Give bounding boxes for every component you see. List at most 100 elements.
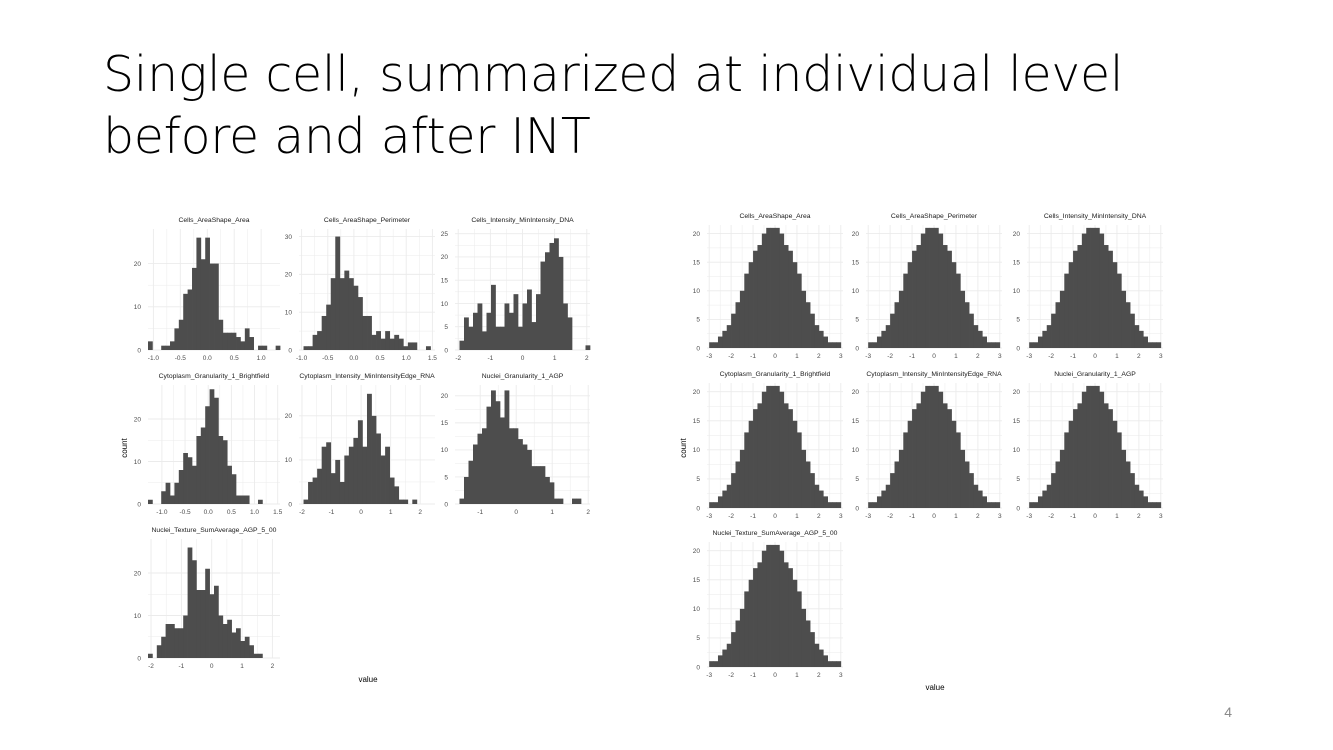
histogram-bar	[823, 336, 828, 348]
histogram-bar	[1033, 342, 1039, 348]
histogram-bar	[818, 490, 824, 508]
y-tick-label: 0	[137, 347, 141, 354]
slide-title-line-2: before and after INT	[103, 108, 591, 165]
histogram-bar	[770, 227, 776, 348]
histogram-bar	[779, 391, 785, 508]
histogram-bar	[348, 446, 354, 504]
facet-title: Nuclei_Granularity_1_AGP	[1054, 371, 1136, 378]
histogram-bar	[339, 481, 345, 504]
histogram-bar	[258, 653, 263, 658]
histogram-bar	[222, 332, 228, 350]
histogram-bar	[326, 304, 332, 350]
histogram-bar	[218, 615, 224, 658]
histogram-bar	[183, 615, 188, 658]
histogram-bar	[722, 490, 728, 508]
histogram-bar	[986, 342, 992, 348]
histogram-bar	[156, 645, 162, 658]
y-tick-label: 0	[1016, 505, 1020, 512]
x-tick-label: -1.0	[148, 355, 160, 362]
x-tick-label: -1	[750, 672, 756, 679]
histogram-bar	[836, 342, 842, 348]
slide-title: Single cell, summarized at individual le…	[103, 44, 1253, 168]
histogram-bar	[766, 544, 771, 667]
histogram-bar	[739, 290, 745, 348]
histogram-bar	[321, 315, 327, 350]
histogram-bar	[796, 273, 802, 348]
x-tick-label: -1.0	[156, 509, 168, 516]
histogram-bar	[766, 385, 771, 508]
histogram-bar	[165, 482, 171, 504]
y-tick-label: 0	[137, 655, 141, 662]
histogram-bar	[894, 302, 900, 348]
histogram-bar	[960, 290, 966, 348]
x-tick-label: -0.5	[179, 509, 191, 516]
histogram-bar	[572, 498, 577, 504]
histogram-bar	[1051, 313, 1056, 348]
histogram-bar	[531, 466, 537, 504]
x-tick-label: 0	[210, 663, 214, 670]
y-tick-label: 0	[288, 501, 292, 508]
histogram-bar	[187, 457, 193, 504]
histogram-bar	[174, 328, 180, 350]
histogram-bar	[1077, 245, 1083, 348]
y-tick-label: 20	[693, 231, 701, 238]
y-tick-label: 5	[696, 317, 700, 324]
y-tick-label: 0	[696, 345, 700, 352]
histogram-bar	[1152, 342, 1157, 348]
x-tick-label: -2	[887, 353, 893, 360]
histogram-bar	[744, 432, 750, 508]
histogram-bar	[398, 499, 404, 504]
histogram-bar	[339, 278, 345, 350]
x-tick-label: 0	[773, 672, 777, 679]
histogram-bar	[398, 338, 404, 350]
histogram-bar	[227, 465, 232, 504]
histogram-bar	[885, 325, 891, 348]
histogram-bar	[770, 385, 776, 508]
histogram-bar	[209, 389, 215, 504]
histogram-bar	[518, 326, 523, 350]
histogram-bar	[894, 461, 900, 508]
histogram-bar	[545, 476, 550, 504]
histogram-bar	[1147, 502, 1153, 508]
histogram-bar	[982, 496, 987, 508]
x-tick-label: -3	[1026, 353, 1032, 360]
x-tick-label: 0	[359, 509, 363, 516]
histogram-bar	[231, 332, 237, 350]
histogram-bar	[371, 415, 377, 504]
histogram-bar	[810, 632, 815, 667]
histogram-bar	[977, 330, 983, 348]
histogram-bar	[827, 502, 833, 508]
x-tick-label: 3	[998, 513, 1002, 520]
histogram-bar	[222, 624, 228, 658]
histogram-bar	[1125, 302, 1131, 348]
x-tick-label: 3	[839, 672, 843, 679]
histogram-bar	[823, 655, 828, 667]
histogram-bar	[1033, 502, 1039, 508]
histogram-bar	[726, 325, 732, 348]
histogram-bar	[792, 262, 798, 348]
x-tick-label: 2	[418, 509, 422, 516]
histogram-bar	[522, 303, 528, 350]
histogram-bar	[491, 390, 496, 504]
histogram-bar	[567, 317, 573, 350]
x-tick-label: -1	[750, 513, 756, 520]
y-tick-label: 10	[852, 447, 860, 454]
histogram-bar	[796, 432, 802, 508]
x-tick-label: -2	[299, 509, 305, 516]
x-tick-label: 3	[1159, 513, 1163, 520]
histogram-bar	[161, 345, 166, 350]
y-tick-label: 10	[693, 606, 701, 613]
x-tick-label: 1.0	[402, 355, 411, 362]
x-tick-label: 3	[839, 513, 843, 520]
histogram-bar	[312, 334, 318, 350]
histogram-bar	[709, 502, 714, 508]
facet-title: Cells_Intensity_MinIntensity_DNA	[471, 217, 574, 224]
histogram-bar	[731, 313, 736, 348]
x-tick-label: -3	[706, 513, 712, 520]
x-tick-label: 2	[817, 672, 821, 679]
histogram-bar	[890, 313, 895, 348]
histogram-bar	[303, 499, 309, 504]
y-tick-label: 10	[134, 613, 142, 620]
x-tick-label: 1	[795, 672, 799, 679]
x-tick-label: 2	[1137, 513, 1141, 520]
